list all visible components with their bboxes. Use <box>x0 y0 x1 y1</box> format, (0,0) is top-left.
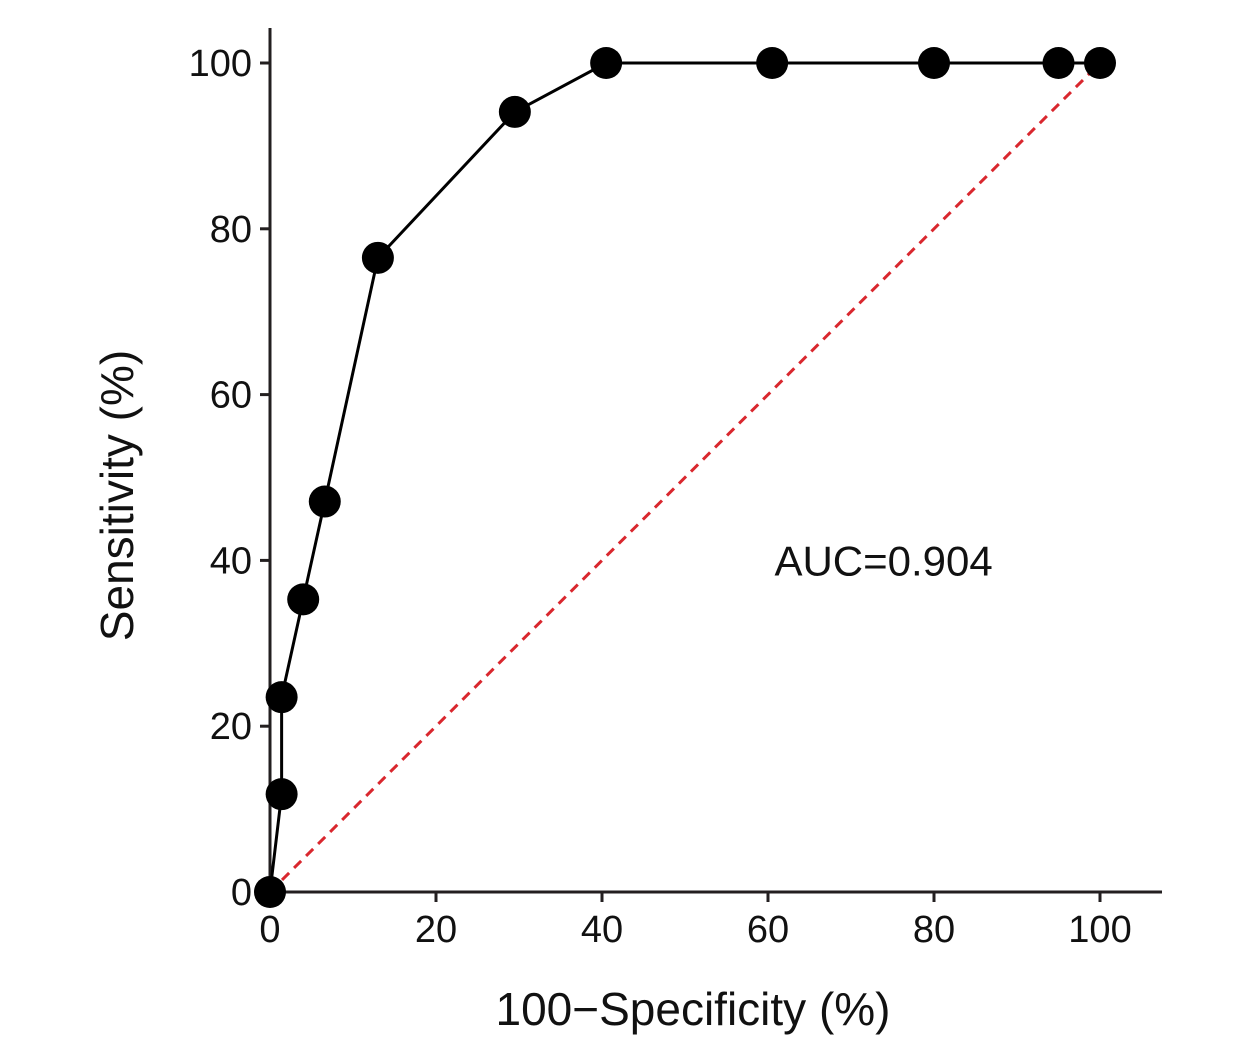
roc-data-point <box>590 47 623 79</box>
y-tick-label: 20 <box>210 706 252 748</box>
roc-data-point <box>308 485 341 518</box>
auc-annotation: AUC=0.904 <box>774 537 992 584</box>
x-tick-label: 20 <box>415 909 457 951</box>
y-tick-label: 80 <box>210 209 252 251</box>
roc-data-point <box>918 47 950 79</box>
x-tick-label: 60 <box>747 909 789 951</box>
roc-data-point <box>1084 47 1116 79</box>
y-tick-label: 100 <box>189 43 252 85</box>
x-tick-label: 40 <box>581 909 623 951</box>
x-axis-title: 100−Specificity (%) <box>496 983 891 1035</box>
axes <box>268 28 1162 894</box>
y-tick-label: 40 <box>210 540 252 582</box>
roc-data-point <box>756 47 789 79</box>
y-tick-label: 60 <box>210 375 252 417</box>
x-tick-label: 0 <box>259 909 280 951</box>
x-tick-label: 80 <box>913 909 955 951</box>
roc-data-point <box>361 241 394 274</box>
roc-data-point <box>498 95 531 128</box>
roc-data-point <box>254 876 286 908</box>
roc-points <box>254 47 1116 908</box>
roc-data-point <box>287 583 320 616</box>
roc-data-point <box>265 778 298 811</box>
roc-data-point <box>265 681 298 714</box>
y-axis-title: Sensitivity (%) <box>91 350 143 641</box>
x-tick-label: 100 <box>1068 909 1131 951</box>
y-tick-label: 0 <box>231 872 252 914</box>
x-ticks: 0 20 40 60 80 100 <box>259 892 1132 951</box>
reference-diagonal-line <box>268 61 1102 894</box>
roc-data-point <box>1042 47 1075 79</box>
roc-curve-line <box>268 61 1100 893</box>
y-ticks: 0 20 40 60 80 100 <box>189 43 270 914</box>
